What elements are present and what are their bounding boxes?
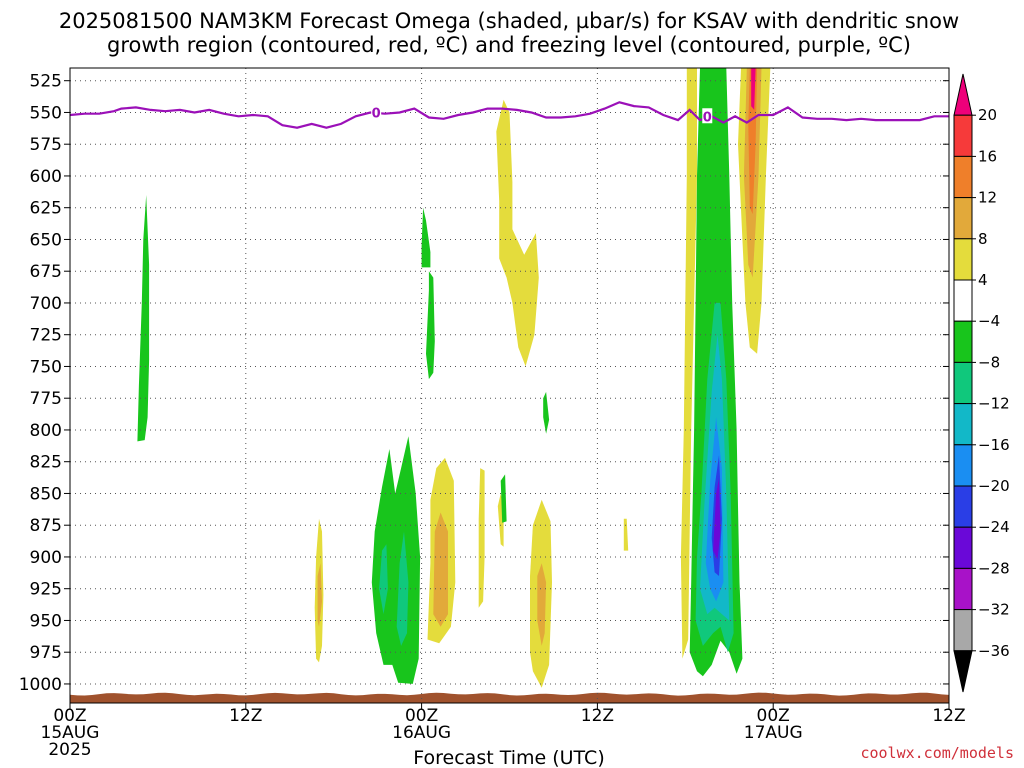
x-tick-label: 12Z bbox=[229, 706, 262, 726]
omega-region-27 bbox=[748, 68, 758, 215]
contour-label-bg bbox=[371, 104, 382, 120]
omega-region-14 bbox=[543, 391, 550, 434]
colorbar-swatch bbox=[953, 320, 973, 363]
freezing-level-line bbox=[69, 101, 949, 129]
colorbar-swatch bbox=[953, 197, 973, 240]
chart-title-line2: growth region (contoured, red, ºC) and f… bbox=[107, 33, 911, 57]
y-tick-label: 675 bbox=[30, 262, 62, 282]
x-tick-label: 15AUG bbox=[41, 723, 100, 743]
contour-label: 0 bbox=[372, 106, 381, 121]
omega-region-4 bbox=[379, 544, 388, 615]
omega-region-2 bbox=[317, 563, 322, 627]
omega-region-3 bbox=[371, 436, 421, 684]
colorbar-label: 20 bbox=[978, 106, 997, 124]
y-tick-label: 550 bbox=[30, 103, 62, 123]
omega-shading bbox=[137, 68, 771, 688]
colorbar-swatch bbox=[953, 609, 973, 652]
colorbar-label: 12 bbox=[978, 189, 997, 207]
y-tick-label: 725 bbox=[30, 326, 62, 346]
chart-title-line1: 2025081500 NAM3KM Forecast Omega (shaded… bbox=[59, 9, 959, 33]
y-tick-label: 900 bbox=[30, 548, 62, 568]
x-tick-label: 12Z bbox=[932, 706, 965, 726]
colorbar-swatch bbox=[953, 238, 973, 281]
y-tick-label: 1000 bbox=[19, 675, 62, 695]
colorbar-label: −12 bbox=[978, 395, 1010, 413]
colorbar-label: −4 bbox=[978, 312, 1000, 330]
y-tick-label: 575 bbox=[30, 135, 62, 155]
colorbar-label: 16 bbox=[978, 147, 997, 165]
omega-region-9 bbox=[433, 512, 448, 627]
colorbar-label: −24 bbox=[978, 518, 1010, 536]
colorbar-swatch bbox=[953, 73, 973, 116]
colorbar-label: 4 bbox=[978, 271, 988, 289]
omega-region-24 bbox=[713, 478, 721, 560]
colorbar-swatch bbox=[953, 650, 973, 693]
pressure-axis: 525 550 575 600 625 650 675 700 725 750 775 800 825 8… bbox=[19, 72, 949, 695]
colorbar-swatch bbox=[953, 485, 973, 528]
omega-region-17 bbox=[623, 518, 629, 551]
y-tick-label: 875 bbox=[30, 516, 62, 536]
omega-region-6 bbox=[421, 207, 431, 268]
y-tick-label: 650 bbox=[30, 230, 62, 250]
colorbar-swatch bbox=[953, 444, 973, 487]
colorbar-swatch bbox=[953, 279, 973, 322]
omega-region-11 bbox=[478, 468, 485, 608]
y-tick-label: 600 bbox=[30, 167, 62, 187]
colorbar-swatch bbox=[953, 567, 973, 611]
y-tick-label: 975 bbox=[30, 643, 62, 663]
omega-region-28 bbox=[751, 68, 756, 110]
y-tick-label: 775 bbox=[30, 389, 62, 409]
x-tick-label: 2025 bbox=[48, 740, 91, 760]
colorbar-swatch bbox=[953, 403, 973, 446]
site-credit[interactable]: coolwx.com/models bbox=[860, 744, 1014, 762]
y-tick-label: 625 bbox=[30, 199, 62, 219]
y-tick-label: 850 bbox=[30, 484, 62, 504]
plot-frame bbox=[69, 67, 950, 704]
colorbar-label: 8 bbox=[978, 230, 988, 248]
colorbar-label: −28 bbox=[978, 559, 1010, 577]
omega-region-16 bbox=[537, 563, 547, 646]
omega-region-5 bbox=[396, 531, 409, 646]
x-tick-label: 00Z bbox=[53, 706, 86, 726]
colorbar-label: −20 bbox=[978, 477, 1010, 495]
colorbar-swatch bbox=[953, 114, 973, 157]
omega-region-7 bbox=[426, 271, 435, 380]
x-tick-label: 00Z bbox=[757, 706, 790, 726]
colorbar-label: −8 bbox=[978, 353, 1000, 371]
y-tick-label: 750 bbox=[30, 357, 62, 377]
colorbar-swatch bbox=[953, 361, 973, 405]
contour-label-bg bbox=[702, 108, 713, 124]
y-tick-label: 700 bbox=[30, 294, 62, 314]
colorbar: 20 16 12 8 4 −4 −8 −12 −16 −20 −24 −28 −32 −36 bbox=[953, 73, 1010, 693]
x-axis-title: Forecast Time (UTC) bbox=[413, 747, 604, 768]
y-tick-label: 925 bbox=[30, 580, 62, 600]
y-tick-label: 825 bbox=[30, 453, 62, 473]
colorbar-swatch bbox=[953, 155, 973, 199]
contour-label: 0 bbox=[703, 110, 712, 125]
y-tick-label: 950 bbox=[30, 611, 62, 631]
omega-region-18 bbox=[680, 68, 697, 659]
terrain-fill bbox=[70, 692, 949, 703]
omega-region-0 bbox=[137, 195, 150, 442]
colorbar-swatch bbox=[953, 526, 973, 569]
omega-region-13 bbox=[500, 474, 507, 523]
x-tick-label: 16AUG bbox=[392, 723, 451, 743]
colorbar-label: −36 bbox=[978, 642, 1010, 660]
terrain-band bbox=[70, 692, 949, 703]
colorbar-label: −32 bbox=[978, 601, 1010, 619]
omega-region-10 bbox=[496, 99, 539, 367]
x-tick-label: 00Z bbox=[405, 706, 438, 726]
colorbar-label: −16 bbox=[978, 436, 1010, 454]
x-tick-label: 17AUG bbox=[744, 723, 803, 743]
y-tick-label: 525 bbox=[30, 72, 62, 92]
y-tick-label: 800 bbox=[30, 421, 62, 441]
x-tick-label: 12Z bbox=[581, 706, 614, 726]
